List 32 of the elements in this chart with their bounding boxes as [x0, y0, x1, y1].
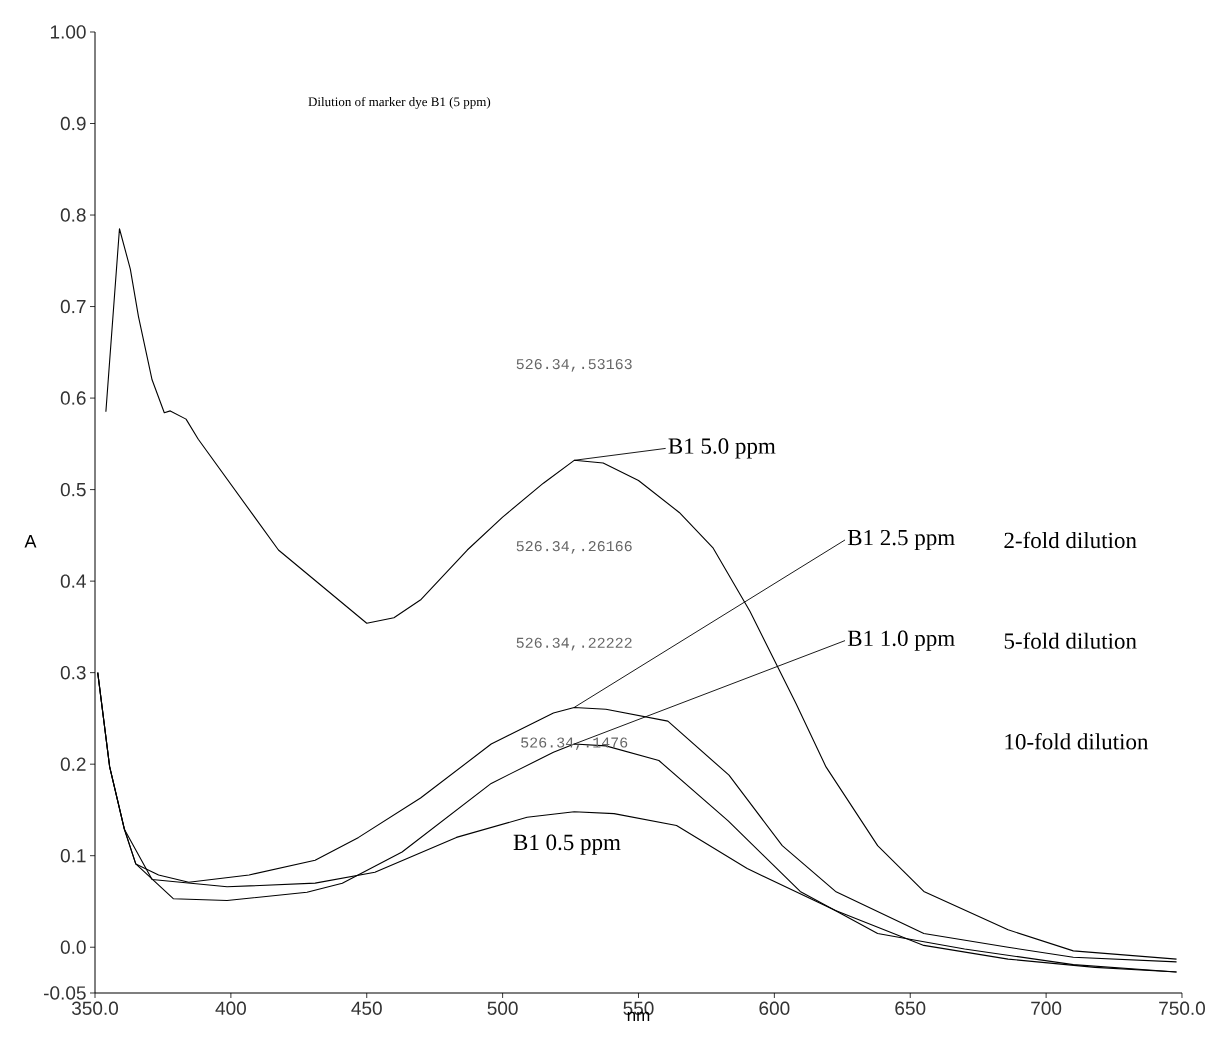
- y-tick-label: 0.0: [60, 940, 86, 954]
- y-axis-title: A: [24, 535, 37, 548]
- x-tick-label: 750.0: [1159, 1001, 1205, 1015]
- y-tick-label: 0.9: [60, 116, 86, 131]
- x-tick-label: 350.0: [71, 1001, 119, 1015]
- annotation: 10-fold dilution: [1005, 733, 1149, 750]
- text: Dilution of marker dye B1 (5 ppm): [308, 96, 491, 109]
- y-tick-label: 0.7: [60, 299, 86, 314]
- annotation: 526.34,.26166: [516, 541, 632, 554]
- text: B1 1.0 ppm: [847, 630, 955, 651]
- x-tick-label: 500: [487, 1001, 518, 1015]
- x-tick-label: 400: [215, 1001, 246, 1015]
- series-label: B1 0.5 ppm: [513, 834, 621, 855]
- x-tick-label: 600: [759, 1001, 790, 1015]
- y-tick-label: 1.00: [50, 25, 86, 39]
- text: B1 2.5 ppm: [847, 529, 955, 550]
- annotation: 526.34,.22222: [516, 637, 632, 651]
- x-tick-label: 700: [1031, 1001, 1062, 1015]
- y-tick-label: 0.2: [60, 757, 86, 771]
- y-tick-label: 0.5: [60, 482, 86, 497]
- legend-label: B1 5.0 ppm: [668, 438, 776, 459]
- annotation: 526.34,.53163: [516, 358, 632, 372]
- annotation: 2-fold dilution: [1004, 531, 1137, 549]
- y-tick-label: 0.6: [60, 391, 86, 405]
- x-tick-label: 650: [895, 1001, 926, 1015]
- y-tick-label: 0.8: [60, 208, 86, 222]
- y-tick-label: 0.3: [60, 665, 86, 680]
- x-tick-label: 450: [351, 1001, 382, 1015]
- y-tick-label: 0.4: [60, 574, 86, 588]
- y-tick-label: -0.05: [44, 986, 86, 1000]
- annotation: 5-fold dilution: [1004, 632, 1137, 649]
- y-tick-label: 0.1: [60, 848, 86, 863]
